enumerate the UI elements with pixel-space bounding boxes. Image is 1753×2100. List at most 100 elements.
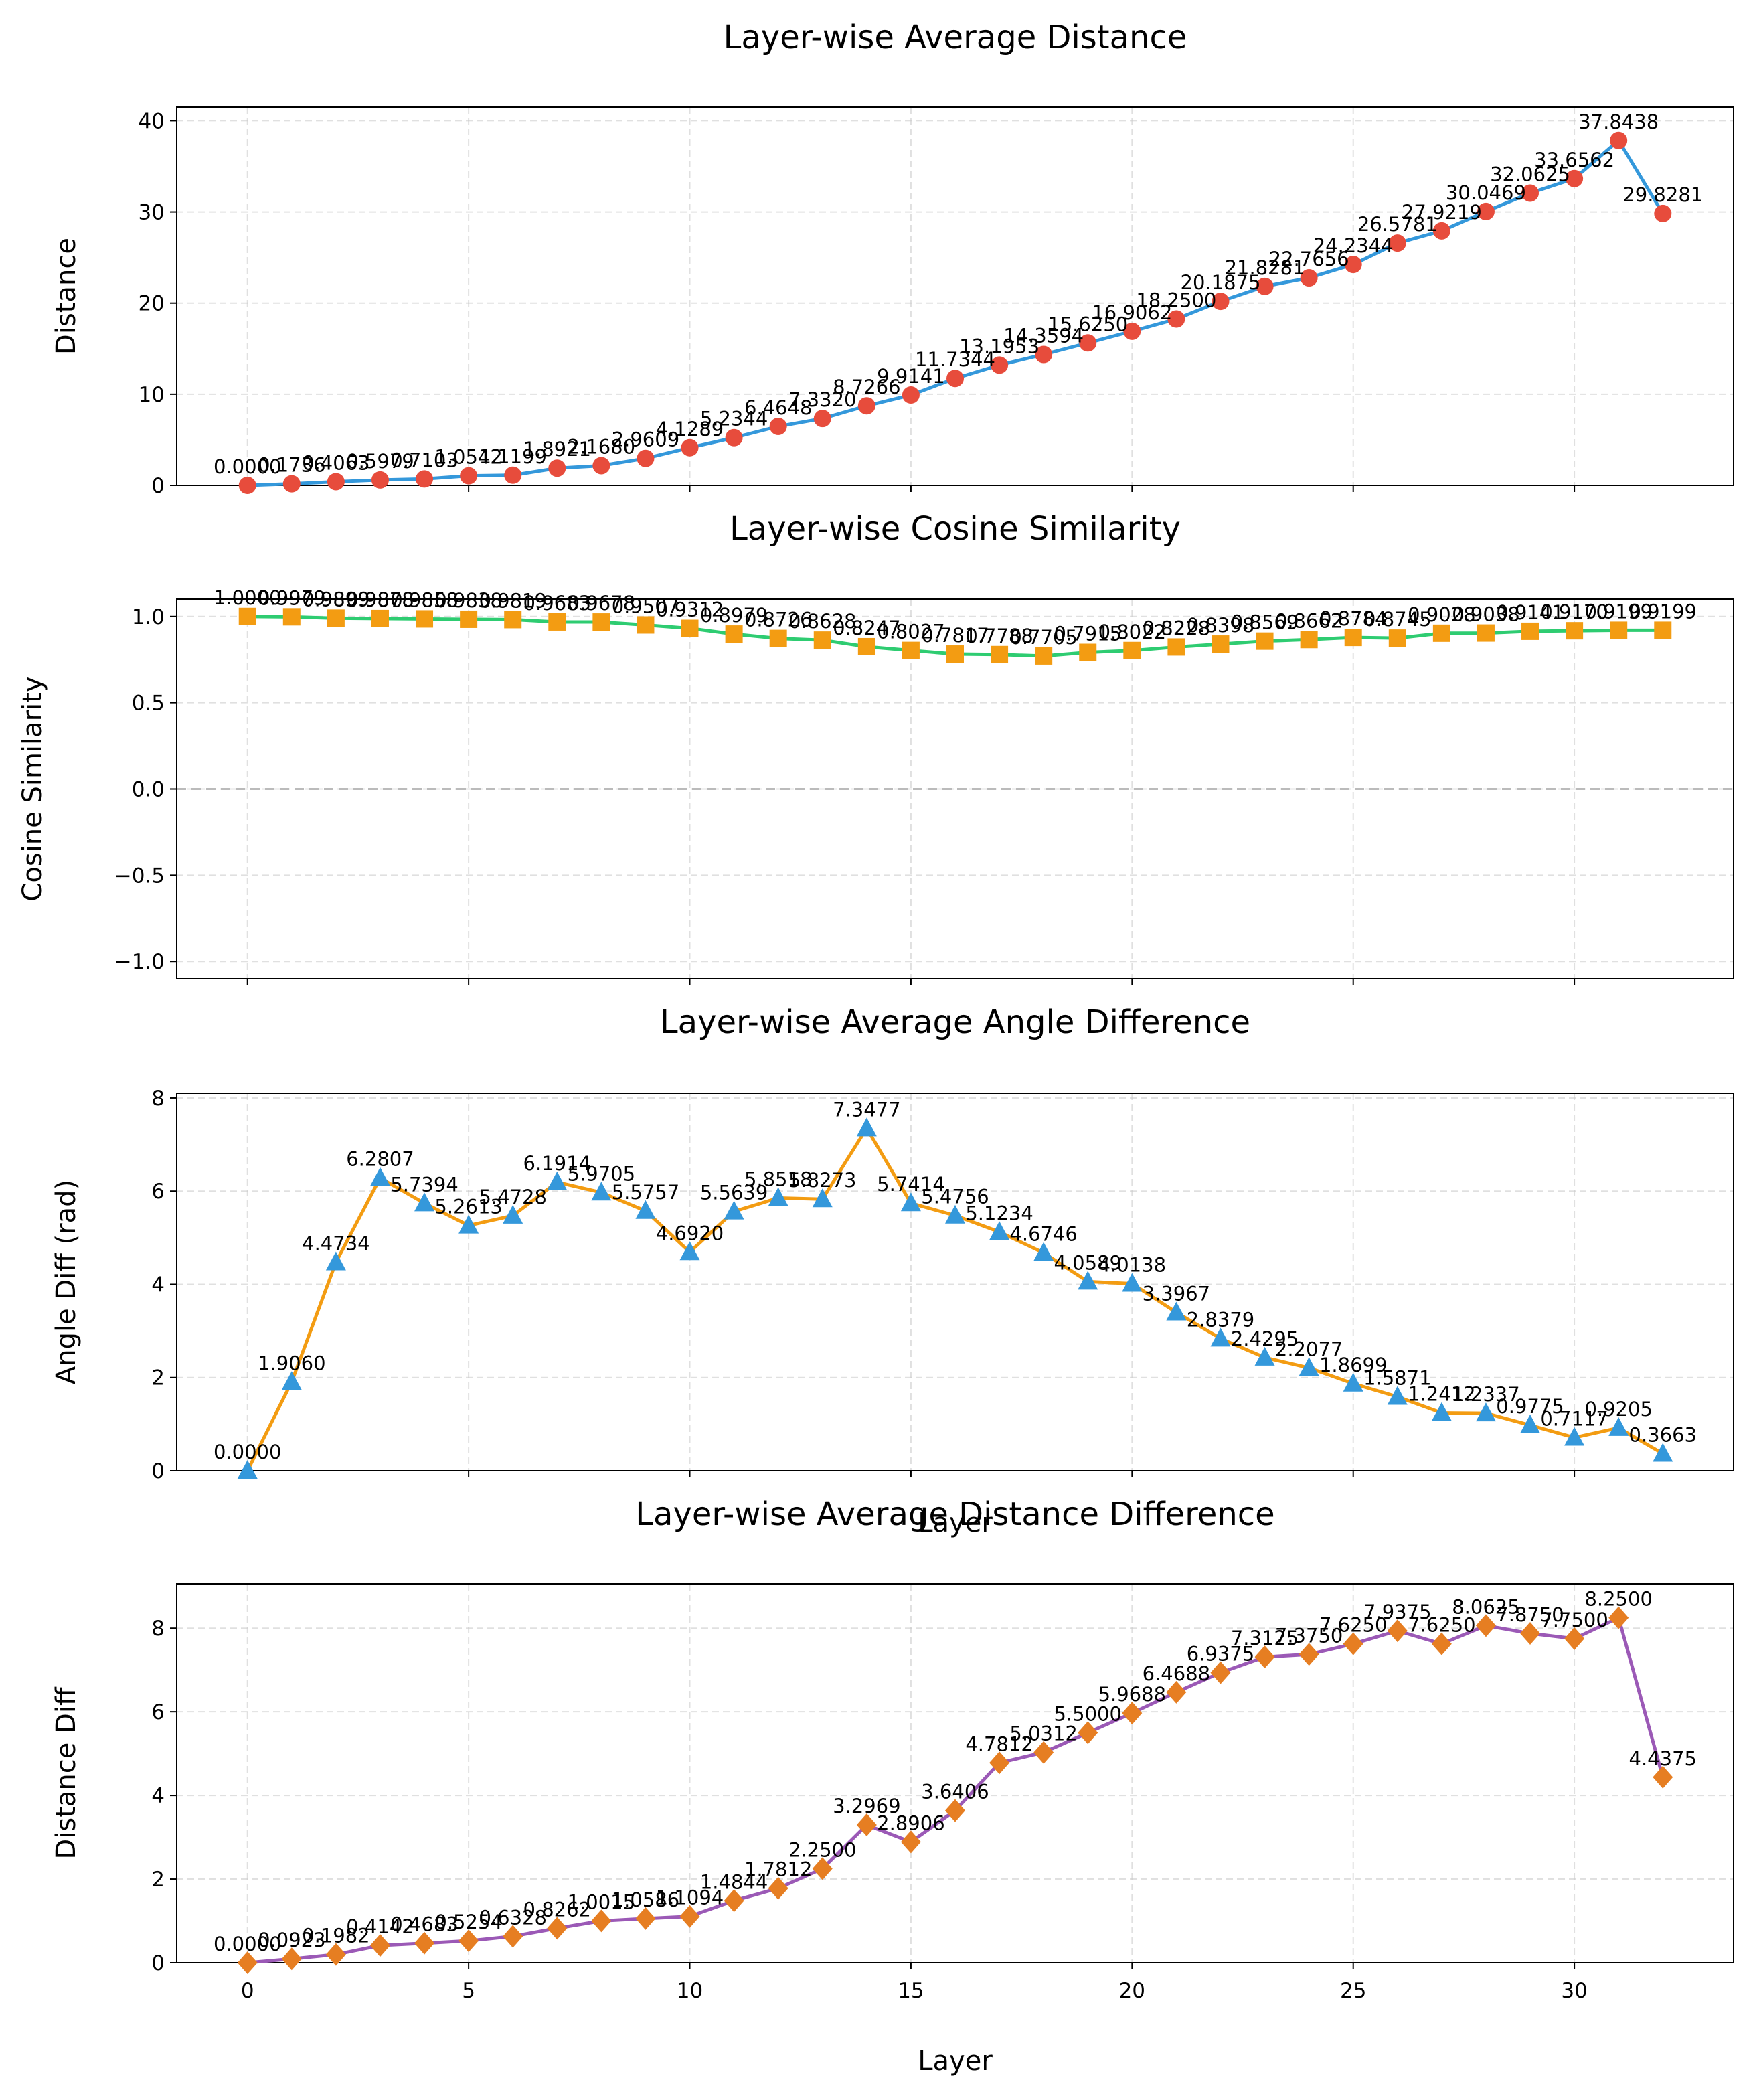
data-label: 5.4728 xyxy=(479,1186,546,1208)
data-point xyxy=(237,1460,258,1479)
data-point xyxy=(991,645,1009,663)
data-point xyxy=(325,1943,346,1966)
data-label: 0.7817 xyxy=(921,624,989,647)
data-point xyxy=(812,1857,833,1880)
data-label: 7.6250 xyxy=(1408,1614,1475,1637)
data-label: 5.4756 xyxy=(921,1186,989,1208)
data-label: 5.9705 xyxy=(568,1162,635,1185)
data-point xyxy=(1033,1741,1054,1764)
data-label: 1.0586 xyxy=(612,1888,679,1911)
data-point xyxy=(769,417,787,435)
data-point xyxy=(1167,310,1185,328)
data-label: 0.8745 xyxy=(1363,608,1431,631)
data-label: 37.8438 xyxy=(1578,110,1659,133)
data-label: 1.0542 xyxy=(434,446,502,469)
data-label: 0.9878 xyxy=(346,588,414,611)
data-label: 5.8518 xyxy=(744,1168,812,1191)
data-label: 8.0625 xyxy=(1452,1595,1519,1618)
data-point xyxy=(813,631,831,649)
data-label: 7.3320 xyxy=(788,388,856,411)
data-label: 0.8569 xyxy=(1231,611,1299,634)
data-label: 33.6562 xyxy=(1534,149,1614,171)
data-label: 6.1914 xyxy=(523,1152,591,1175)
data-point xyxy=(371,609,389,627)
data-label: 16.9062 xyxy=(1092,301,1172,324)
data-point xyxy=(857,397,875,415)
data-point xyxy=(679,1241,700,1261)
data-label: 5.7414 xyxy=(877,1173,944,1196)
data-point xyxy=(1610,131,1628,149)
data-point xyxy=(725,428,743,447)
data-point xyxy=(414,1192,435,1212)
data-point xyxy=(769,629,787,647)
data-label: 0.9170 xyxy=(1540,600,1608,623)
data-point xyxy=(1122,1273,1143,1292)
data-point xyxy=(1608,1417,1629,1436)
data-label: 0.3663 xyxy=(1629,1423,1697,1446)
data-point xyxy=(635,1200,656,1219)
data-label: 0.8262 xyxy=(523,1898,591,1921)
subplot-1: 0 10 20 30 40 Layer-wise Average Distance Dist… xyxy=(51,19,1734,498)
data-label: 0.9141 xyxy=(1496,601,1564,624)
x-tick-label: 25 xyxy=(1340,1979,1366,2003)
data-label: 3.6406 xyxy=(921,1781,989,1803)
data-label: 5.5639 xyxy=(700,1182,768,1204)
data-point xyxy=(813,410,831,428)
data-label: 27.9219 xyxy=(1402,201,1482,224)
data-label: 1.8921 xyxy=(523,438,591,461)
data-point xyxy=(504,466,522,484)
subplot-3: 0 2 4 6 8 Layer-wise Average Angle Difference… xyxy=(51,1003,1734,1538)
data-point xyxy=(1299,1643,1319,1666)
subplot-title: Layer-wise Average Angle Difference xyxy=(660,1003,1250,1041)
data-label: 2.8379 xyxy=(1187,1308,1254,1331)
data-point xyxy=(325,1251,346,1271)
data-label: 18.2500 xyxy=(1136,289,1216,312)
data-point xyxy=(592,457,610,475)
data-label: 4.4375 xyxy=(1629,1747,1697,1770)
data-label: 0.4142 xyxy=(346,1915,414,1938)
data-point xyxy=(327,473,345,491)
data-point xyxy=(724,1200,744,1220)
data-label: 6.9375 xyxy=(1187,1643,1254,1666)
data-point xyxy=(1566,622,1584,640)
data-point xyxy=(1388,629,1406,647)
data-label: 5.2344 xyxy=(700,408,768,430)
data-label: 11.7344 xyxy=(915,348,995,371)
data-point xyxy=(1212,293,1230,311)
data-point xyxy=(1387,1619,1408,1643)
data-point xyxy=(945,1799,965,1822)
data-point xyxy=(504,611,522,629)
data-point xyxy=(1521,622,1539,640)
data-label: 0.8628 xyxy=(788,610,856,633)
y-axis-label: Angle Diff (rad) xyxy=(51,1180,82,1384)
y-tick-label: 6 xyxy=(151,1180,165,1204)
y-tick-label: 10 xyxy=(139,383,165,407)
data-label: 0.8726 xyxy=(744,609,812,631)
data-point xyxy=(635,1907,656,1930)
data-label: 0.9205 xyxy=(1584,1398,1652,1421)
data-point xyxy=(1520,1414,1541,1433)
data-label: 26.5781 xyxy=(1357,213,1438,236)
data-point xyxy=(1564,1427,1585,1446)
data-point xyxy=(989,1751,1010,1775)
data-label: 5.5757 xyxy=(612,1181,679,1204)
data-point xyxy=(1477,624,1495,642)
data-label: 5.0312 xyxy=(1009,1722,1077,1745)
data-point xyxy=(238,607,256,625)
data-label: 13.1953 xyxy=(959,335,1039,357)
subplot-2: −1.0 −0.5 0.0 0.5 1.0 Layer-wise Cosine Simil… xyxy=(17,510,1734,985)
data-label: 7.6250 xyxy=(1319,1614,1387,1637)
data-label: 0.9312 xyxy=(656,598,724,621)
x-tick-label: 0 xyxy=(241,1979,254,2003)
data-label: 7.3477 xyxy=(833,1098,900,1121)
x-axis-label: Layer xyxy=(918,2046,993,2077)
data-label: 0.4063 xyxy=(302,451,369,474)
data-label: 1.0015 xyxy=(568,1890,635,1913)
data-label: 21.8281 xyxy=(1225,256,1305,279)
data-point xyxy=(1300,631,1318,649)
data-point xyxy=(503,1204,523,1224)
data-point xyxy=(679,1905,700,1928)
data-point xyxy=(1033,1242,1054,1261)
data-point xyxy=(1654,621,1672,639)
y-axis-label: Distance Diff xyxy=(51,1686,82,1860)
